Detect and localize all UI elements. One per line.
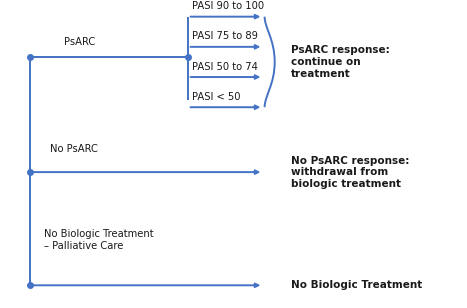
Text: PsARC response:
continue on
treatment: PsARC response: continue on treatment bbox=[290, 45, 389, 79]
Text: No PsARC response:
withdrawal from
biologic treatment: No PsARC response: withdrawal from biolo… bbox=[290, 156, 409, 189]
Text: PsARC: PsARC bbox=[64, 37, 95, 47]
Text: PASI < 50: PASI < 50 bbox=[192, 92, 241, 102]
Text: No PsARC: No PsARC bbox=[50, 144, 99, 154]
Text: PASI 90 to 100: PASI 90 to 100 bbox=[192, 1, 264, 11]
Text: No Biologic Treatment
– Palliative Care: No Biologic Treatment – Palliative Care bbox=[43, 229, 153, 251]
Text: No Biologic Treatment: No Biologic Treatment bbox=[290, 280, 422, 290]
Text: PASI 50 to 74: PASI 50 to 74 bbox=[192, 62, 258, 71]
Text: PASI 75 to 89: PASI 75 to 89 bbox=[192, 31, 258, 41]
